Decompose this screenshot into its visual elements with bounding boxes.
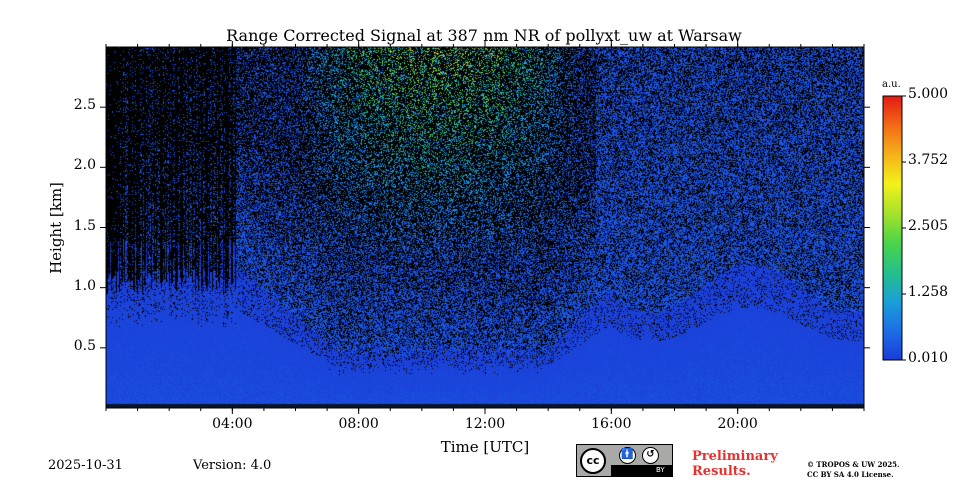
- x-axis-ticks: [105, 41, 865, 414]
- x-tick-label: 04:00: [212, 416, 253, 432]
- colorbar: [882, 95, 903, 361]
- colorbar-unit-label: a.u.: [882, 79, 901, 90]
- share-alike-icon: ↺: [642, 447, 659, 464]
- colorbar-tick-label: 3.752: [908, 152, 949, 169]
- date-label: 2025-10-31: [48, 458, 123, 473]
- colorbar-tick-label: 5.000: [908, 86, 949, 102]
- x-tick-label: 08:00: [338, 416, 379, 432]
- version-label: Version: 4.0: [193, 458, 272, 473]
- x-axis-label: Time [UTC]: [440, 438, 530, 456]
- colorbar-ticks: [902, 95, 906, 361]
- cc-license-badge: cc 🚹 ↺ BY SA: [576, 444, 688, 477]
- y-axis-ticks: [100, 106, 870, 349]
- copyright-line-1: © TROPOS & UW 2025.: [807, 460, 900, 469]
- preliminary-notice: Preliminary Results.: [692, 449, 802, 479]
- colorbar-tick-label: 1.258: [908, 283, 949, 300]
- chart-title: Range Corrected Signal at 387 nm NR of p…: [226, 26, 742, 45]
- copyright-line-2: CC BY SA 4.0 License.: [807, 470, 894, 479]
- person-icon: 🚹: [619, 447, 636, 464]
- x-tick-label: 16:00: [591, 416, 632, 432]
- heatmap-image: [106, 47, 864, 408]
- cc-icon: cc: [580, 448, 606, 474]
- y-tick-label: 0.5: [73, 337, 96, 354]
- colorbar-tick-label: 0.010: [908, 350, 949, 366]
- y-axis-label: Height [km]: [47, 182, 65, 274]
- y-tick-label: 1.0: [73, 277, 96, 294]
- colorbar-tick-label: 2.505: [908, 218, 949, 234]
- copyright-notice: © TROPOS & UW 2025. CC BY SA 4.0 License…: [807, 460, 937, 480]
- x-tick-label: 12:00: [464, 416, 506, 432]
- y-tick-label: 1.5: [73, 217, 96, 234]
- sa-label: SA: [679, 466, 689, 474]
- preliminary-line-1: Preliminary: [692, 449, 778, 464]
- x-tick-label: 20:00: [717, 416, 758, 432]
- heatmap-raster: [106, 47, 864, 408]
- y-tick-label: 2.5: [73, 97, 96, 114]
- by-label: BY: [656, 466, 665, 474]
- y-tick-label: 2.0: [73, 157, 96, 174]
- license-strip: BY SA: [611, 465, 688, 476]
- preliminary-line-2: Results.: [692, 464, 751, 479]
